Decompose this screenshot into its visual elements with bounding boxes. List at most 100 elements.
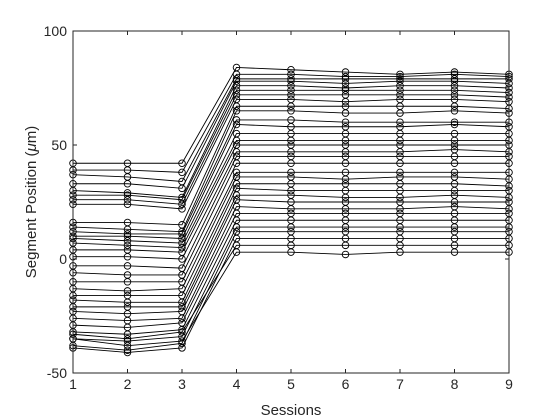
- data-point: [450, 168, 459, 177]
- data-point: [178, 184, 186, 193]
- data-point: [178, 195, 186, 204]
- data-point: [450, 118, 459, 126]
- data-point: [123, 195, 132, 204]
- series-line-30: [72, 238, 509, 353]
- series-line-8: [73, 98, 510, 210]
- data-point: [178, 239, 186, 247]
- data-point: [341, 205, 350, 213]
- series-line-2: [73, 73, 510, 173]
- series-line-24: [72, 199, 509, 315]
- data-point: [450, 159, 459, 167]
- data-point: [396, 109, 404, 117]
- x-tick-label: 9: [505, 376, 513, 392]
- data-point: [450, 102, 459, 110]
- data-point: [123, 341, 132, 350]
- series-line-18: [72, 162, 509, 276]
- data-point: [341, 159, 350, 167]
- data-point: [450, 91, 459, 99]
- series-line-27: [72, 219, 509, 335]
- y-axis-title-prefix: Segment Position (: [23, 151, 40, 278]
- data-point: [341, 109, 350, 117]
- data-point: [396, 205, 404, 213]
- data-point: [178, 243, 186, 252]
- data-point: [232, 180, 241, 188]
- data-point: [341, 250, 350, 259]
- data-point: [450, 141, 459, 149]
- series-line-25: [72, 206, 510, 322]
- data-point: [396, 136, 404, 145]
- series-line-1: [73, 67, 510, 164]
- y-tick-label: 50: [51, 137, 67, 153]
- data-point: [123, 200, 132, 209]
- data-point: [123, 287, 132, 295]
- series-line-29: [72, 231, 509, 351]
- data-point: [287, 205, 295, 213]
- y-tick-label: 100: [44, 23, 68, 39]
- data-point: [396, 86, 404, 95]
- y-axis-title-mu: μ: [23, 143, 40, 152]
- data-point: [123, 346, 132, 354]
- data-point: [396, 148, 404, 156]
- data-point: [232, 107, 241, 115]
- x-tick-label: 2: [124, 376, 132, 392]
- data-point: [396, 118, 404, 126]
- data-point: [232, 148, 241, 156]
- data-point: [123, 262, 132, 270]
- data-point: [232, 248, 241, 256]
- series-line-12: [73, 124, 510, 239]
- data-point: [123, 337, 132, 345]
- series-line-20: [72, 176, 510, 292]
- data-point: [123, 252, 132, 261]
- data-point: [178, 314, 186, 323]
- data-point: [232, 86, 241, 95]
- series-line-28: [72, 226, 509, 342]
- series-line-9: [73, 105, 510, 226]
- data-point: [396, 193, 404, 202]
- data-point: [123, 241, 132, 250]
- y-tick-label: -50: [47, 365, 67, 381]
- chart-marks: [69, 63, 513, 357]
- data-point: [396, 81, 404, 90]
- series-line-15: [73, 144, 509, 253]
- data-point: [450, 136, 459, 145]
- data-point: [341, 118, 350, 126]
- data-point: [123, 180, 132, 188]
- series-line-14: [72, 139, 509, 249]
- data-point: [341, 97, 350, 106]
- data-point: [287, 107, 295, 115]
- data-point: [178, 168, 186, 177]
- data-point: [287, 86, 295, 95]
- data-point: [287, 223, 295, 231]
- series-line-31: [72, 244, 509, 340]
- series-line-10: [72, 110, 510, 233]
- data-point: [123, 278, 132, 286]
- data-point: [232, 120, 241, 129]
- data-point: [450, 120, 459, 129]
- data-point: [450, 107, 459, 115]
- series-line-4: [73, 80, 510, 189]
- data-point: [123, 298, 132, 307]
- data-point: [232, 136, 241, 145]
- data-point: [396, 168, 404, 177]
- x-tick-label: 7: [396, 376, 404, 392]
- data-point: [287, 66, 295, 74]
- series-line-3: [72, 78, 509, 182]
- data-point: [232, 223, 241, 231]
- x-tick-label: 6: [342, 376, 350, 392]
- x-tick-label: 3: [178, 376, 186, 392]
- series-line-7: [73, 94, 510, 205]
- data-point: [341, 148, 350, 156]
- data-point: [232, 116, 241, 124]
- data-point: [123, 237, 132, 245]
- data-point: [287, 91, 295, 99]
- data-point: [178, 234, 186, 243]
- data-point: [232, 191, 241, 199]
- x-axis-title: Sessions: [261, 402, 322, 419]
- data-point: [232, 77, 241, 85]
- data-point: [341, 193, 350, 202]
- data-point: [450, 77, 459, 85]
- data-point: [287, 81, 295, 90]
- data-point: [450, 248, 459, 256]
